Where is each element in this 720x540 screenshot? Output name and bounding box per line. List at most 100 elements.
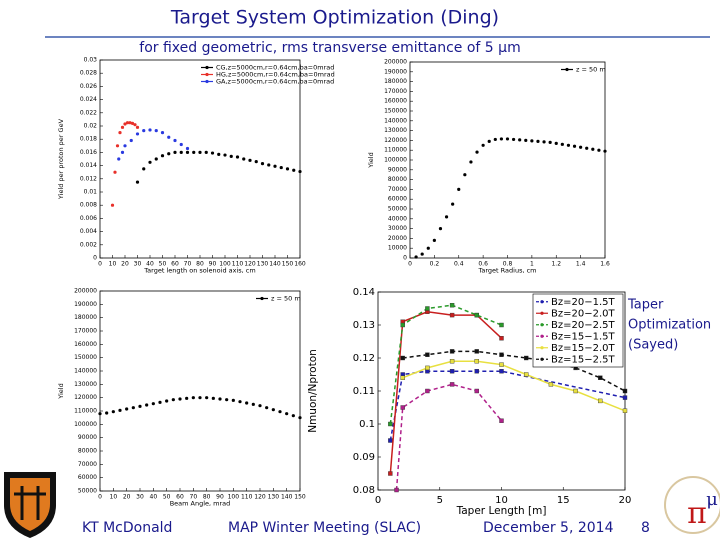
x-tick-label: 110 (241, 494, 253, 501)
y-tick-label: 10000 (388, 245, 407, 252)
point (560, 142, 564, 146)
point (499, 352, 504, 357)
point (474, 349, 479, 354)
point (298, 169, 302, 174)
footer-meeting: MAP Winter Meeting (SLAC) (228, 520, 421, 536)
point (245, 401, 249, 405)
y-tick-label: 200000 (74, 288, 97, 295)
y-tick-label: 150000 (384, 108, 407, 115)
legend-marker (205, 65, 209, 70)
slide-title: Target System Optimization (Ding) (170, 7, 499, 29)
point (499, 322, 504, 328)
point (536, 139, 540, 143)
legend-marker (540, 300, 544, 304)
y-tick-label: 40000 (388, 215, 407, 222)
legend-marker (205, 72, 209, 77)
y-tick-label: 130000 (74, 381, 97, 388)
point (426, 246, 430, 250)
shield-inner (10, 478, 50, 531)
point (133, 123, 137, 127)
y-tick-label: 0.01 (84, 189, 98, 196)
y-tick-label: 180000 (74, 314, 97, 321)
y-tick-label: 60000 (388, 196, 407, 203)
point (285, 412, 289, 416)
point (499, 362, 504, 367)
point (499, 418, 504, 423)
x-tick-label: 90 (209, 261, 217, 268)
legend-marker (565, 67, 569, 72)
x-tick-label: 0 (375, 495, 381, 506)
point (524, 355, 529, 361)
legend-box (198, 62, 298, 87)
point (145, 403, 149, 407)
point (425, 352, 430, 357)
point (210, 151, 215, 155)
point (254, 160, 258, 164)
y-tick-label: 120000 (384, 137, 407, 144)
y-tick-label: 100000 (74, 421, 97, 428)
y-tick-label: 170000 (74, 328, 97, 335)
legend-label: GA,z=5000cm,r=0.64cm,ba=0mrad (216, 78, 334, 86)
legend-label: Bz=20−2.0T (551, 308, 615, 319)
point (167, 135, 171, 139)
x-tick-label: 0.6 (478, 261, 488, 268)
point (291, 414, 295, 418)
legend-marker (205, 79, 209, 84)
point (444, 215, 449, 219)
point (225, 398, 229, 402)
x-tick-label: 120 (254, 494, 266, 501)
x-tick-label: 0.4 (454, 261, 464, 268)
x-tick-label: 10 (110, 494, 118, 501)
y-tick-label: 0.026 (80, 83, 97, 90)
point (585, 146, 589, 150)
chart: 0.08 0.09 0.1 0.11 0.12 0.13 0.14 0 5 10 15 20 Taper… (307, 287, 631, 517)
point (113, 170, 117, 174)
point (173, 150, 177, 154)
y-tick-label: 80000 (78, 448, 97, 455)
point (178, 397, 182, 401)
point (158, 400, 162, 404)
point (579, 145, 583, 149)
point (148, 160, 152, 164)
x-tick-label: 0.2 (430, 261, 440, 268)
footer-page: 8 (641, 520, 650, 536)
x-axis-label: Target Radius, cm (477, 267, 536, 275)
point (191, 396, 195, 400)
point (273, 164, 277, 168)
point (151, 402, 155, 406)
y-tick-label: 0.014 (80, 162, 97, 169)
point (98, 412, 102, 416)
point (135, 125, 140, 129)
y-tick-label: 130000 (384, 127, 407, 134)
y-tick-label: 70000 (78, 461, 97, 468)
charts: 0 0.002 0.004 0.006 0.008 0.01 0.012 0.014 0.016… (57, 57, 631, 518)
logo-mu: μ (706, 489, 718, 510)
point (298, 416, 302, 420)
point (425, 365, 430, 371)
x-tick-label: 1.6 (600, 261, 610, 268)
legend-box (558, 64, 603, 75)
y-tick-label: 190000 (74, 301, 97, 308)
point (242, 157, 246, 161)
point (229, 154, 233, 158)
y-tick-label: 80000 (388, 176, 407, 183)
subtitle: for fixed geometric, rms transverse emit… (139, 40, 520, 56)
legend-label: CG,z=5000cm,r=0.64cm,ba=0mrad (216, 64, 334, 72)
legend-label: Bz=20−1.5T (551, 297, 615, 308)
x-axis-label: Target length on solenoid axis, cm (143, 267, 255, 275)
point (167, 152, 171, 156)
y-tick-label: 0.03 (84, 57, 98, 64)
point (475, 150, 479, 154)
point (217, 152, 221, 156)
point (185, 150, 190, 154)
point (120, 125, 125, 129)
point (248, 158, 252, 162)
point (449, 359, 455, 364)
point (542, 140, 546, 144)
legend-label: HG,z=5000cm,r=0.64cm,ba=0mrad (216, 71, 335, 79)
y-tick-label: 110000 (74, 408, 97, 415)
point (572, 144, 577, 148)
point (451, 202, 455, 206)
point (125, 407, 129, 411)
point (260, 162, 265, 166)
